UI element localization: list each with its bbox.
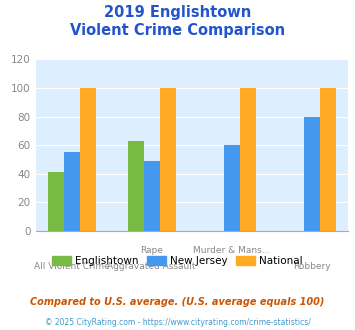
Bar bbox=[127, 141, 144, 231]
Bar bbox=[80, 88, 95, 231]
Text: Compared to U.S. average. (U.S. average equals 100): Compared to U.S. average. (U.S. average … bbox=[30, 297, 325, 307]
Text: 2019 Englishtown: 2019 Englishtown bbox=[104, 5, 251, 20]
Text: Aggravated Assault: Aggravated Assault bbox=[108, 262, 196, 271]
Bar bbox=[224, 145, 240, 231]
Bar bbox=[240, 88, 256, 231]
Bar bbox=[304, 116, 320, 231]
Text: Rape: Rape bbox=[140, 246, 163, 255]
Text: Murder & Mans...: Murder & Mans... bbox=[193, 246, 271, 255]
Legend: Englishtown, New Jersey, National: Englishtown, New Jersey, National bbox=[48, 252, 307, 270]
Bar bbox=[144, 161, 160, 231]
Bar bbox=[48, 172, 64, 231]
Text: © 2025 CityRating.com - https://www.cityrating.com/crime-statistics/: © 2025 CityRating.com - https://www.city… bbox=[45, 318, 310, 327]
Bar bbox=[320, 88, 336, 231]
Text: All Violent Crime: All Violent Crime bbox=[34, 262, 109, 271]
Bar bbox=[160, 88, 176, 231]
Text: Robbery: Robbery bbox=[293, 262, 331, 271]
Bar bbox=[64, 152, 80, 231]
Text: Violent Crime Comparison: Violent Crime Comparison bbox=[70, 23, 285, 38]
